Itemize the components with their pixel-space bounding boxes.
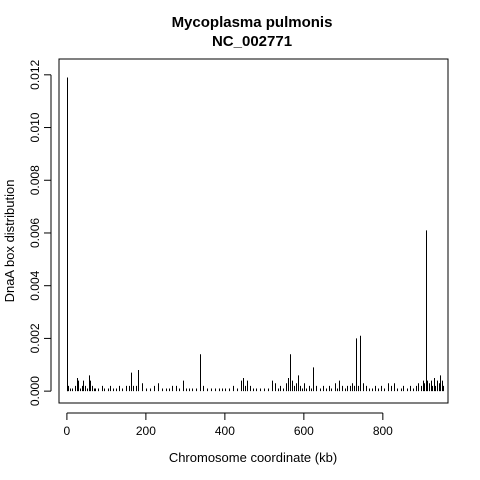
x-tick-label: 800 (373, 424, 393, 438)
bars (67, 77, 444, 392)
y-tick-label: 0.010 (28, 112, 42, 142)
y-tick-label: 0.006 (28, 218, 42, 248)
x-tick-label: 0 (64, 424, 71, 438)
y-tick-label: 0.000 (28, 376, 42, 406)
y-tick-label: 0.012 (28, 59, 42, 89)
y-tick-label: 0.002 (28, 323, 42, 353)
x-axis-label: Chromosome coordinate (kb) (169, 450, 337, 465)
plot-frame (58, 58, 449, 404)
y-axis: 0.000 0.002 0.004 0.006 0.008 0.010 0.012 (28, 59, 52, 406)
y-axis-label: DnaA box distribution (2, 180, 17, 303)
x-tick-label: 400 (215, 424, 235, 438)
chart-subtitle: NC_002771 (212, 33, 292, 50)
x-axis: 0 200 400 600 800 (64, 412, 393, 438)
y-tick-label: 0.004 (28, 270, 42, 300)
x-tick-label: 200 (136, 424, 156, 438)
chart-title: Mycoplasma pulmonis (172, 14, 333, 31)
y-tick-label: 0.008 (28, 165, 42, 195)
x-tick-label: 600 (294, 424, 314, 438)
